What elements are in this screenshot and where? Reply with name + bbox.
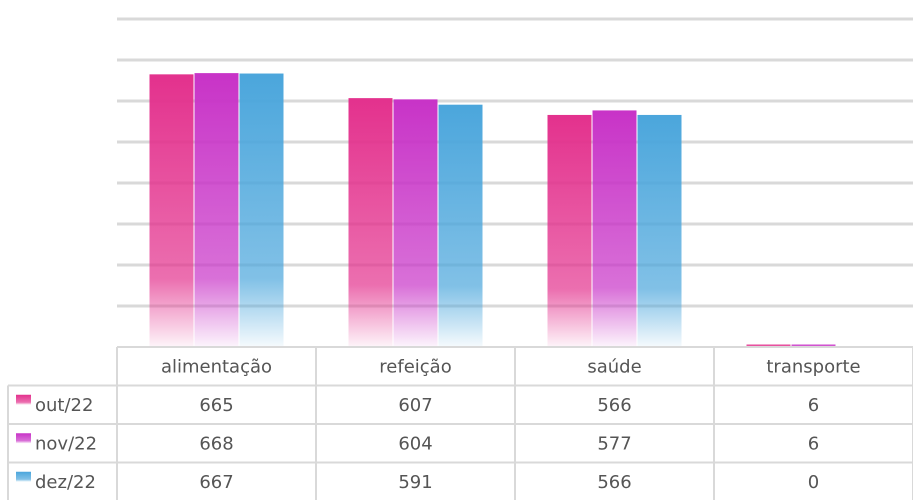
data-label: 665 bbox=[199, 395, 233, 416]
data-label: 604 bbox=[398, 433, 432, 454]
data-table: alimentação refeição saúde transporte out/22… bbox=[16, 356, 861, 493]
data-label: 6 bbox=[808, 395, 819, 416]
bar-3-1 bbox=[547, 114, 592, 347]
bar-3-2 bbox=[592, 110, 637, 348]
data-label: 6 bbox=[808, 433, 819, 454]
legend-swatch bbox=[16, 394, 31, 405]
legend-swatch bbox=[16, 433, 31, 444]
legend-label: nov/22 bbox=[35, 433, 97, 454]
data-label: 566 bbox=[597, 472, 631, 493]
data-label: 607 bbox=[398, 395, 432, 416]
data-label: 667 bbox=[199, 472, 233, 493]
bar-2-1 bbox=[348, 98, 393, 347]
data-label: 0 bbox=[808, 472, 819, 493]
bar-1-1 bbox=[149, 74, 194, 347]
bar-1-2 bbox=[194, 73, 239, 348]
category-label: saúde bbox=[587, 356, 641, 377]
bar-4-1 bbox=[746, 344, 791, 347]
legend-label: dez/22 bbox=[35, 472, 96, 493]
category-label: transporte bbox=[766, 356, 860, 377]
bar-2-3 bbox=[438, 104, 483, 347]
category-label: refeição bbox=[379, 356, 451, 377]
bar-4-2 bbox=[791, 344, 836, 347]
legend-label: out/22 bbox=[35, 395, 93, 416]
bar-3-3 bbox=[637, 114, 682, 347]
bars bbox=[149, 73, 836, 348]
category-label: alimentação bbox=[161, 356, 272, 377]
bar-2-2 bbox=[393, 99, 438, 347]
data-label: 566 bbox=[597, 395, 631, 416]
legend-swatch bbox=[16, 471, 31, 482]
data-table-lines bbox=[7, 346, 913, 500]
data-label: 577 bbox=[597, 433, 631, 454]
data-label: 668 bbox=[199, 433, 233, 454]
bar-1-3 bbox=[239, 73, 284, 347]
data-label: 591 bbox=[398, 472, 432, 493]
